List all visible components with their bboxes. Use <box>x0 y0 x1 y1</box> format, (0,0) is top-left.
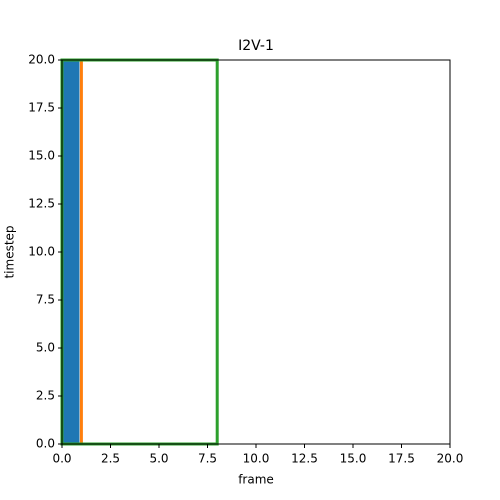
y-tick-label: 7.5 <box>36 293 55 307</box>
outline-rect <box>60 58 219 446</box>
y-tick-label: 20.0 <box>28 53 55 67</box>
x-tick-label: 10.0 <box>243 452 270 466</box>
x-tick-label: 20.0 <box>437 452 464 466</box>
x-tick-label: 15.0 <box>340 452 367 466</box>
y-axis-label: timestep <box>3 225 17 278</box>
x-tick-label: 12.5 <box>291 452 318 466</box>
x-axis-label: frame <box>238 473 274 487</box>
y-tick-label: 0.0 <box>36 437 55 451</box>
chart-title: I2V-1 <box>238 38 274 54</box>
x-tick-label: 5.0 <box>149 452 168 466</box>
x-tick-label: 0.0 <box>52 452 71 466</box>
y-tick-label: 10.0 <box>28 245 55 259</box>
x-tick-label: 7.5 <box>198 452 217 466</box>
y-tick-label: 12.5 <box>28 197 55 211</box>
y-tick-label: 15.0 <box>28 149 55 163</box>
y-tick-label: 17.5 <box>28 101 55 115</box>
x-tick-label: 2.5 <box>101 452 120 466</box>
y-tick-label: 2.5 <box>36 389 55 403</box>
filled-rect <box>62 60 80 444</box>
x-tick-label: 17.5 <box>388 452 415 466</box>
y-tick-label: 5.0 <box>36 341 55 355</box>
plot-frame <box>61 59 451 445</box>
